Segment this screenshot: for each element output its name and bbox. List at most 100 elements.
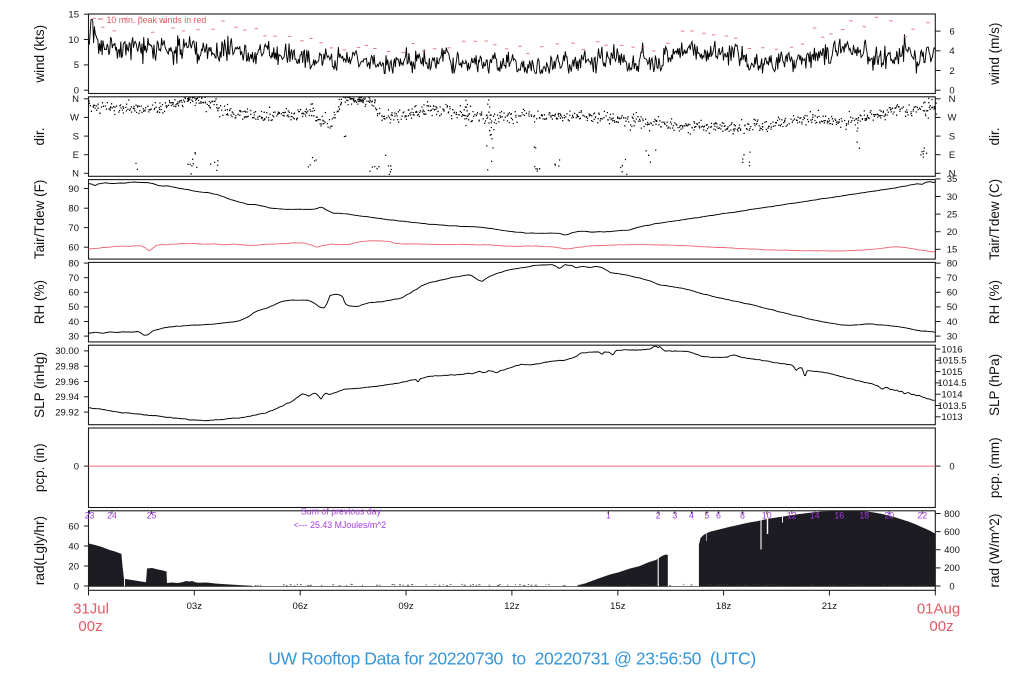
svg-text:Sum of previous day: Sum of previous day [301, 507, 382, 517]
svg-text:40: 40 [68, 317, 79, 328]
svg-text:4: 4 [689, 510, 694, 520]
svg-text:600: 600 [944, 527, 960, 538]
svg-text:SLP (hPa): SLP (hPa) [987, 354, 1002, 416]
svg-text:0: 0 [74, 461, 79, 472]
svg-text:dir.: dir. [987, 128, 1002, 146]
svg-text:20: 20 [947, 227, 958, 238]
svg-text:15z: 15z [610, 601, 626, 612]
svg-text:80: 80 [68, 204, 79, 215]
svg-text:06z: 06z [293, 601, 309, 612]
svg-text:1015: 1015 [941, 367, 962, 378]
svg-text:1015.5: 1015.5 [937, 356, 966, 367]
svg-text:29.96: 29.96 [55, 377, 79, 388]
svg-text:pcp. (in): pcp. (in) [32, 443, 47, 492]
svg-text:20: 20 [884, 510, 894, 520]
svg-text:80: 80 [947, 258, 958, 269]
svg-text:3: 3 [672, 510, 677, 520]
svg-text:2: 2 [656, 510, 661, 520]
svg-text:wind (m/s): wind (m/s) [987, 23, 1002, 86]
svg-text:10: 10 [68, 35, 79, 46]
svg-text:60: 60 [68, 288, 79, 299]
svg-text:S: S [949, 131, 955, 142]
svg-text:21z: 21z [822, 601, 838, 612]
svg-text:18: 18 [859, 510, 869, 520]
svg-text:RH (%): RH (%) [32, 280, 47, 324]
svg-text:35: 35 [947, 174, 958, 185]
svg-text:30.00: 30.00 [55, 346, 79, 357]
svg-text:15: 15 [68, 10, 79, 21]
svg-text:70: 70 [68, 223, 79, 234]
svg-text:1014: 1014 [941, 390, 962, 401]
svg-text:0: 0 [949, 461, 954, 472]
svg-text:25: 25 [147, 510, 157, 520]
svg-text:10 min. peak winds in red: 10 min. peak winds in red [107, 15, 207, 25]
svg-text:60: 60 [68, 521, 79, 532]
svg-text:25: 25 [947, 209, 958, 220]
svg-text:2: 2 [949, 66, 954, 77]
svg-text:18z: 18z [716, 601, 732, 612]
svg-text:E: E [949, 150, 955, 161]
svg-text:31Jul: 31Jul [73, 601, 109, 618]
svg-text:16: 16 [834, 510, 844, 520]
svg-text:09z: 09z [398, 601, 414, 612]
svg-text:400: 400 [944, 545, 960, 556]
svg-text:00z: 00z [78, 618, 102, 635]
svg-text:6: 6 [949, 26, 954, 37]
svg-text:N: N [72, 169, 79, 180]
svg-text:10: 10 [762, 510, 772, 520]
svg-text:1013: 1013 [941, 412, 962, 423]
svg-text:40: 40 [68, 541, 79, 552]
svg-text:03z: 03z [187, 601, 203, 612]
svg-text:60: 60 [947, 288, 958, 299]
svg-text:800: 800 [944, 509, 960, 520]
svg-text:200: 200 [944, 563, 960, 574]
svg-text:23: 23 [85, 510, 95, 520]
svg-text:30: 30 [947, 192, 958, 203]
svg-text:50: 50 [68, 302, 79, 313]
svg-text:14: 14 [810, 510, 820, 520]
svg-text:40: 40 [947, 317, 958, 328]
svg-text:60: 60 [68, 243, 79, 254]
svg-text:W: W [70, 113, 79, 124]
svg-text:00z: 00z [929, 618, 953, 635]
svg-text:5: 5 [74, 60, 79, 71]
svg-text:N: N [949, 169, 956, 180]
svg-text:1014.5: 1014.5 [937, 378, 966, 389]
svg-text:pcp. (mm): pcp. (mm) [987, 437, 1002, 498]
svg-text:29.92: 29.92 [55, 407, 79, 418]
svg-text:8: 8 [740, 510, 745, 520]
svg-text:0: 0 [949, 581, 954, 592]
svg-text:Tair/Tdew (C): Tair/Tdew (C) [987, 179, 1002, 260]
svg-text:70: 70 [68, 273, 79, 284]
svg-text:80: 80 [68, 258, 79, 269]
svg-text:rad (W/m^2): rad (W/m^2) [987, 514, 1002, 588]
svg-text:29.98: 29.98 [55, 362, 79, 373]
svg-text:UW Rooftop Data for 20220730: UW Rooftop Data for 20220730 to 20220731… [268, 649, 756, 669]
svg-text:20: 20 [68, 561, 79, 572]
svg-text:01Aug: 01Aug [917, 601, 960, 618]
svg-text:15: 15 [947, 245, 958, 256]
svg-text:0: 0 [74, 86, 79, 97]
svg-text:5: 5 [704, 510, 709, 520]
svg-text:N: N [949, 94, 956, 105]
svg-text:0: 0 [74, 581, 79, 592]
svg-text:22: 22 [917, 510, 927, 520]
svg-text:12z: 12z [504, 601, 520, 612]
svg-text:1013.5: 1013.5 [937, 401, 966, 412]
svg-text:W: W [948, 113, 957, 124]
svg-text:RH (%): RH (%) [987, 280, 1002, 324]
svg-text:N: N [72, 94, 79, 105]
svg-text:4: 4 [949, 46, 954, 57]
svg-text:0: 0 [949, 86, 954, 97]
svg-text:S: S [73, 131, 79, 142]
svg-text:30: 30 [947, 331, 958, 342]
svg-text:12: 12 [787, 510, 797, 520]
svg-text:SLP (inHg): SLP (inHg) [32, 352, 47, 418]
svg-text:E: E [73, 150, 79, 161]
svg-text:<--- 25.43 MJoules/m^2: <--- 25.43 MJoules/m^2 [294, 520, 386, 530]
svg-text:wind (kts): wind (kts) [32, 25, 47, 84]
svg-text:6: 6 [716, 510, 721, 520]
svg-text:1016: 1016 [941, 344, 962, 355]
svg-text:dir.: dir. [32, 128, 47, 146]
svg-text:30: 30 [68, 331, 79, 342]
